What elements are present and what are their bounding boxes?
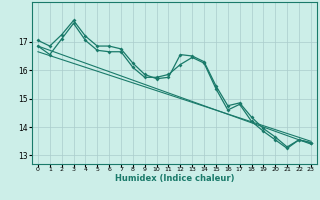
X-axis label: Humidex (Indice chaleur): Humidex (Indice chaleur) [115,174,234,183]
